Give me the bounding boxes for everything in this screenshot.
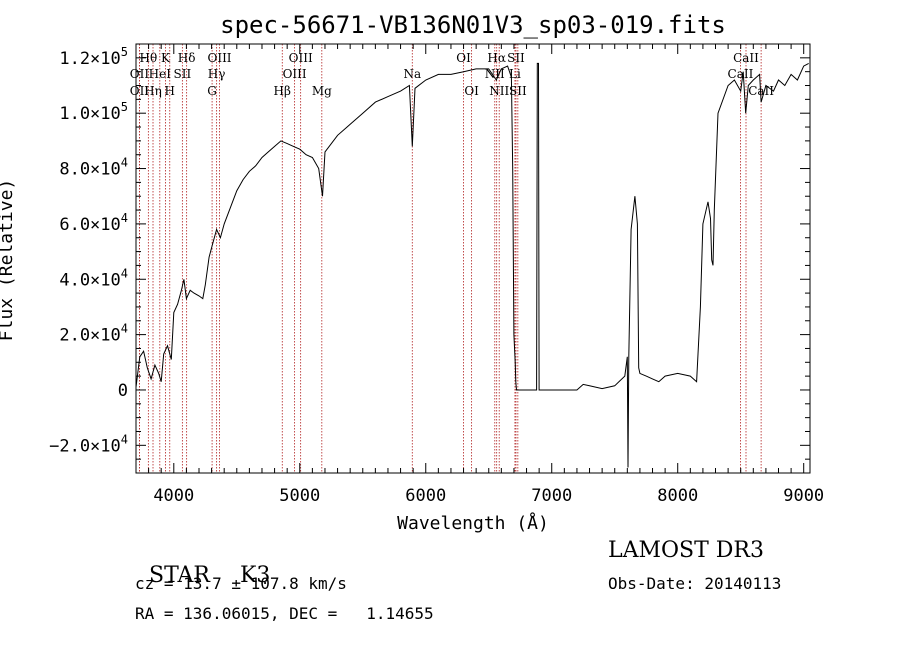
line-label-12: Hβ — [274, 84, 291, 98]
y-axis-ticks: −2.0×104 0 2.0×104 4.0×104 6.0×104 8.0×104 1.0… — [49, 43, 810, 474]
x-axis-ticks: 4000 5000 6000 7000 8000 9000 — [135, 44, 824, 506]
line-label-20: Hα — [487, 51, 506, 65]
line-label-24: SII — [509, 84, 527, 98]
line-marker-labels: HθOIIOIIHηHeIKHSIIHδGHγOIIIHβOIIIOIIIMgN… — [130, 51, 775, 98]
x-axis-label: Wavelength (Å) — [397, 512, 549, 534]
object-class: STAR — [149, 563, 210, 588]
redshift-text: cz = 13.7 ± 107.8 km/s — [135, 574, 347, 593]
x-tick-label: 8000 — [657, 486, 698, 506]
obs-date: Obs-Date: 20140113 — [608, 574, 782, 593]
y-axis-label: Flux (Relative) — [0, 179, 17, 342]
line-label-19: NII — [485, 67, 505, 81]
y-tick-label: 1.2×105 — [59, 45, 128, 69]
chart-title: spec-56671-VB136N01V3_sp03-019.fits — [220, 11, 726, 39]
line-label-0: Hθ — [139, 51, 157, 65]
x-tick-label: 6000 — [405, 486, 446, 506]
line-label-2: OII — [130, 84, 150, 98]
line-label-26: CaII — [733, 51, 759, 65]
x-tick-label: 5000 — [279, 486, 320, 506]
line-label-22: Li — [509, 67, 521, 81]
x-tick-label: 9000 — [783, 486, 824, 506]
line-label-17: OI — [456, 51, 471, 65]
y-tick-label: 1.0×105 — [59, 100, 128, 124]
line-label-4: HeI — [149, 67, 172, 81]
y-tick-label: 2.0×104 — [59, 322, 128, 346]
spectrum-series-line — [135, 62, 809, 468]
line-label-10: Hγ — [208, 67, 226, 81]
line-label-18: OI — [464, 84, 479, 98]
line-label-1: OII — [130, 67, 150, 81]
line-label-23: SII — [507, 51, 525, 65]
line-markers — [139, 44, 762, 473]
line-label-5: K — [161, 51, 171, 65]
line-label-3: Hη — [144, 84, 162, 98]
survey-name: LAMOST DR3 — [608, 538, 764, 563]
y-tick-label: 8.0×104 — [59, 156, 128, 180]
x-tick-label: 4000 — [153, 486, 194, 506]
line-label-11: OIII — [207, 51, 231, 65]
y-tick-label: 0 — [118, 381, 128, 401]
line-label-21: NII — [489, 84, 509, 98]
x-tick-label: 7000 — [531, 486, 572, 506]
plot-frame — [135, 43, 811, 474]
line-label-15: Mg — [312, 84, 332, 98]
coordinates-text: RA = 136.06015, DEC = 1.14655 — [135, 604, 434, 623]
line-label-7: SII — [174, 67, 192, 81]
line-label-8: Hδ — [178, 51, 196, 65]
line-label-14: OIII — [289, 51, 313, 65]
subclass: K3 — [240, 563, 271, 588]
y-tick-label: 6.0×104 — [59, 211, 128, 235]
object-class-row: STAR K3 — [135, 538, 270, 588]
line-label-16: Na — [403, 67, 421, 81]
line-label-6: H — [165, 84, 175, 98]
line-label-25: CaII — [728, 67, 754, 81]
y-tick-label: −2.0×104 — [49, 432, 128, 456]
line-label-13: OIII — [283, 67, 307, 81]
line-label-9: G — [207, 84, 217, 98]
line-label-27: CaII — [748, 84, 774, 98]
y-tick-label: 4.0×104 — [59, 266, 128, 290]
